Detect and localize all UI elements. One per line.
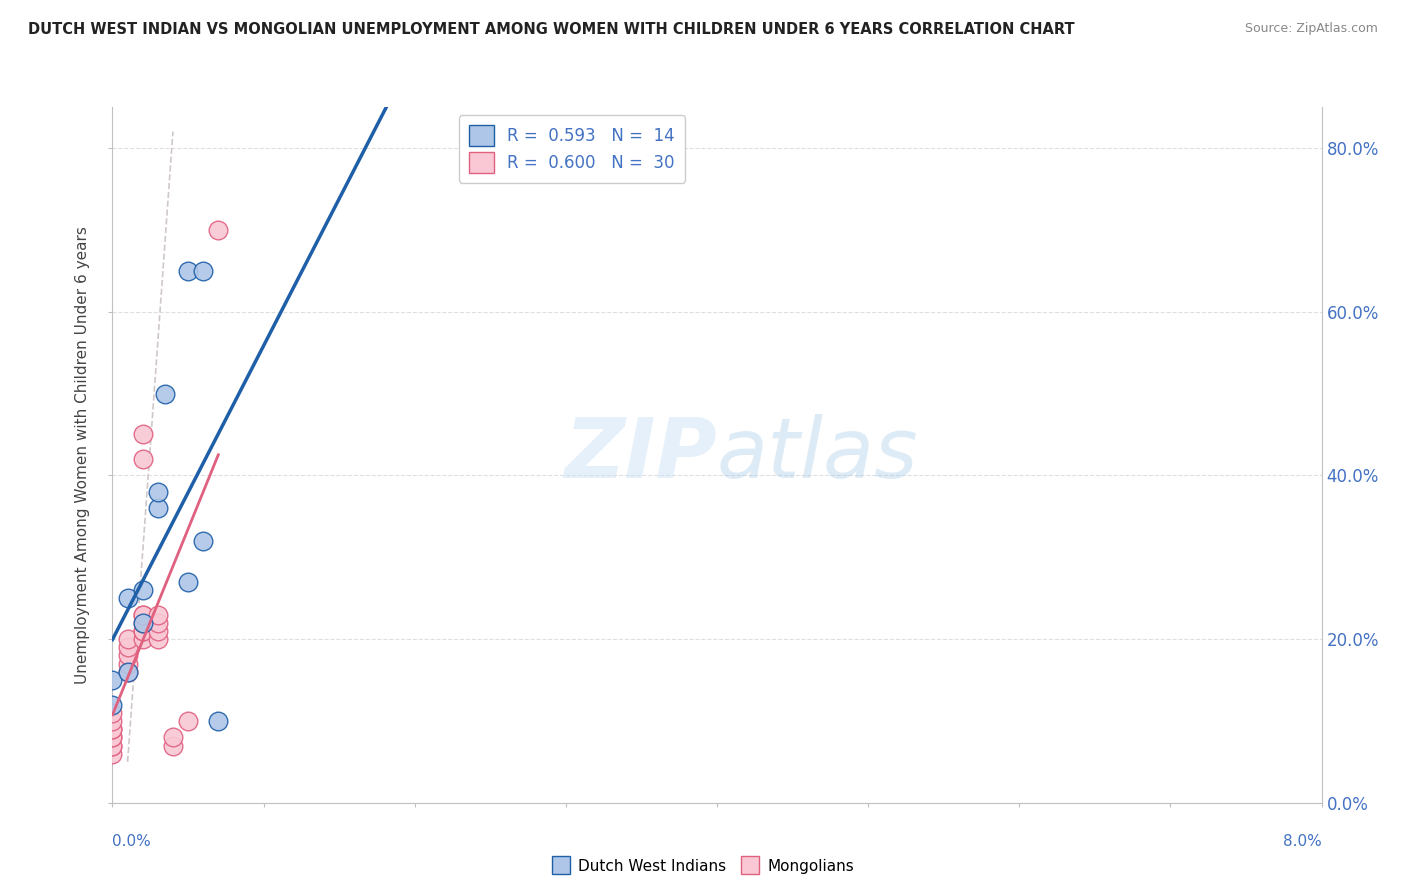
Legend: Dutch West Indians, Mongolians: Dutch West Indians, Mongolians bbox=[546, 853, 860, 880]
Point bbox=[117, 632, 139, 646]
Point bbox=[101, 698, 124, 712]
Point bbox=[117, 591, 139, 606]
Text: 8.0%: 8.0% bbox=[1282, 834, 1322, 849]
Legend: R =  0.593   N =  14, R =  0.600   N =  30: R = 0.593 N = 14, R = 0.600 N = 30 bbox=[458, 115, 685, 183]
Point bbox=[117, 657, 139, 671]
Point bbox=[132, 624, 155, 638]
Point bbox=[101, 673, 124, 687]
Point bbox=[132, 427, 155, 442]
Point bbox=[132, 632, 155, 646]
Point bbox=[146, 501, 169, 516]
Point bbox=[101, 731, 124, 745]
Point bbox=[132, 607, 155, 622]
Point bbox=[101, 739, 124, 753]
Point bbox=[117, 648, 139, 663]
Point bbox=[132, 615, 155, 630]
Point bbox=[177, 574, 200, 589]
Point bbox=[146, 632, 169, 646]
Point bbox=[146, 607, 169, 622]
Point bbox=[155, 386, 177, 401]
Point bbox=[132, 607, 155, 622]
Text: DUTCH WEST INDIAN VS MONGOLIAN UNEMPLOYMENT AMONG WOMEN WITH CHILDREN UNDER 6 YE: DUTCH WEST INDIAN VS MONGOLIAN UNEMPLOYM… bbox=[28, 22, 1074, 37]
Point bbox=[146, 484, 169, 499]
Point bbox=[132, 582, 155, 597]
Point bbox=[191, 533, 215, 548]
Point bbox=[101, 722, 124, 736]
Point bbox=[177, 264, 200, 278]
Point bbox=[132, 615, 155, 630]
Point bbox=[101, 722, 124, 736]
Point bbox=[162, 731, 184, 745]
Point bbox=[132, 624, 155, 638]
Text: 0.0%: 0.0% bbox=[112, 834, 152, 849]
Point bbox=[117, 665, 139, 679]
Text: Source: ZipAtlas.com: Source: ZipAtlas.com bbox=[1244, 22, 1378, 36]
Y-axis label: Unemployment Among Women with Children Under 6 years: Unemployment Among Women with Children U… bbox=[75, 226, 90, 684]
Point bbox=[117, 640, 139, 655]
Point bbox=[207, 223, 229, 237]
Text: ZIP: ZIP bbox=[564, 415, 717, 495]
Point bbox=[146, 624, 169, 638]
Point bbox=[101, 739, 124, 753]
Point bbox=[117, 665, 139, 679]
Point bbox=[207, 714, 229, 728]
Text: atlas: atlas bbox=[717, 415, 918, 495]
Point bbox=[191, 264, 215, 278]
Point bbox=[177, 714, 200, 728]
Point bbox=[132, 452, 155, 467]
Point bbox=[101, 747, 124, 761]
Point bbox=[162, 739, 184, 753]
Point bbox=[146, 615, 169, 630]
Point bbox=[101, 714, 124, 728]
Point bbox=[101, 731, 124, 745]
Point bbox=[101, 706, 124, 720]
